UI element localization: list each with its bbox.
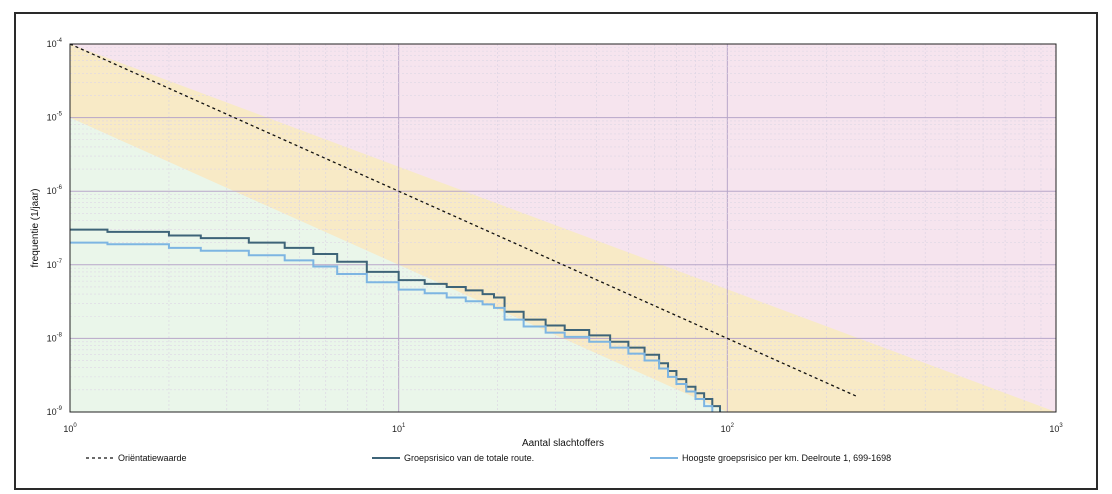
y-tick-label: 10-4 <box>47 38 63 49</box>
legend-item: Oriëntatiewaarde <box>86 453 187 463</box>
series-line-1 <box>70 228 722 412</box>
legend-label: Hoogste groepsrisico per km. Deelroute 1… <box>682 453 891 463</box>
x-axis-label: Aantal slachtoffers <box>522 438 604 449</box>
plot-area <box>69 43 1057 413</box>
x-tick-label: 103 <box>1049 423 1063 434</box>
y-tick-labels: 10-4 10-5 10-6 10-7 10-8 10-9 <box>47 38 63 417</box>
legend-item: Hoogste groepsrisico per km. Deelroute 1… <box>650 453 891 463</box>
risk-zones <box>70 44 1056 412</box>
y-axis-label: frequentie (1/jaar) <box>30 189 41 268</box>
x-tick-label: 101 <box>392 423 406 434</box>
series-line-2 <box>70 241 714 412</box>
x-tick-label: 100 <box>63 423 77 434</box>
y-tick-label: 10-7 <box>47 259 63 270</box>
series-line-0 <box>70 44 859 398</box>
y-tick-label: 10-5 <box>47 112 63 123</box>
series-layer <box>70 44 859 412</box>
y-tick-label: 10-8 <box>47 332 63 343</box>
x-tick-label: 102 <box>721 423 735 434</box>
legend-label: Oriëntatiewaarde <box>118 453 187 463</box>
legend: Oriëntatiewaarde Groepsrisico van de tota… <box>86 453 891 463</box>
legend-label: Groepsrisico van de totale route. <box>404 453 534 463</box>
y-tick-label: 10-6 <box>47 185 63 196</box>
y-tick-label: 10-9 <box>47 406 63 417</box>
legend-item: Groepsrisico van de totale route. <box>372 453 534 463</box>
x-tick-labels: 100 101 102 103 <box>63 423 1063 434</box>
